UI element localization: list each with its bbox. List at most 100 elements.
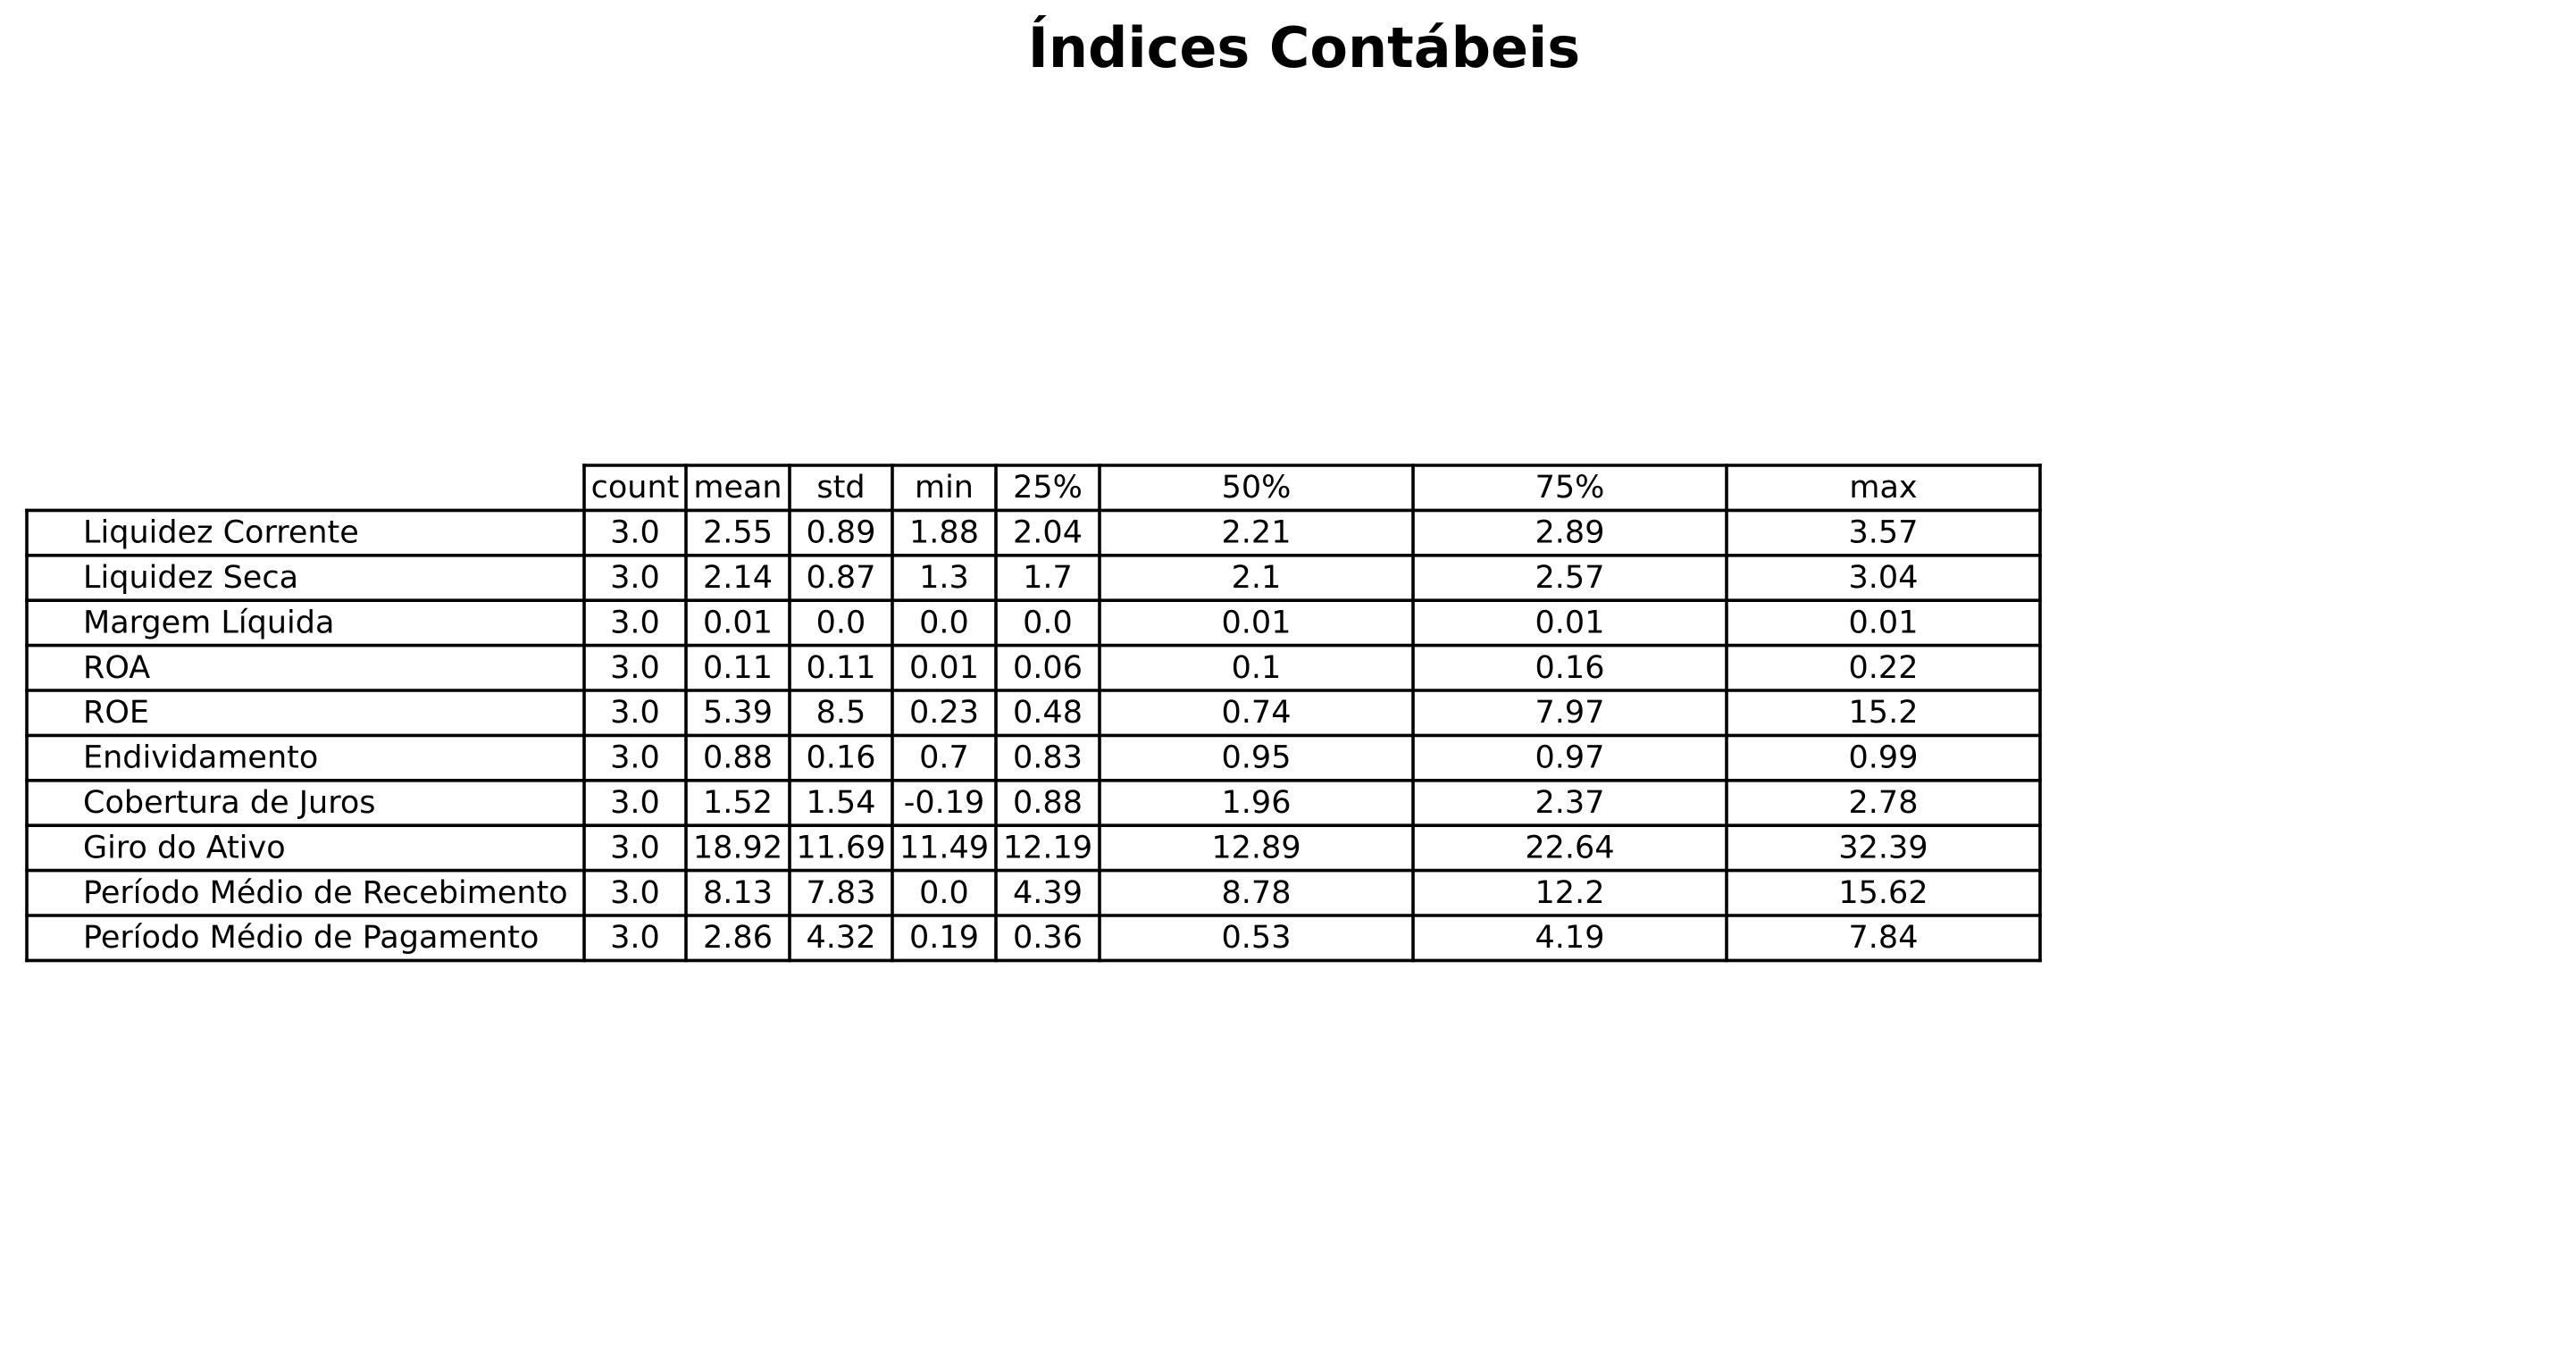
table-cell: 1.7	[1023, 560, 1073, 596]
table-cell: 1.3	[919, 560, 969, 596]
table-cell: 3.0	[610, 740, 660, 776]
table-cell: 0.88	[1013, 785, 1083, 821]
table-cell: 0.19	[909, 920, 979, 956]
table-cell: 12.19	[1003, 830, 1092, 865]
row-label: Liquidez Seca	[83, 560, 298, 596]
table-cell: 0.0	[919, 875, 969, 911]
chart-title: Índices Contábeis	[1027, 15, 1581, 80]
table-cell: 0.99	[1849, 740, 1919, 776]
table-cell: 0.1	[1232, 650, 1282, 686]
table-cell: 0.7	[919, 740, 969, 776]
table-cell: 15.62	[1838, 875, 1928, 911]
table-cell: 3.0	[610, 920, 660, 956]
table-cell: 0.74	[1222, 695, 1292, 731]
table-cell: 0.48	[1013, 695, 1083, 731]
table-cell: 0.97	[1535, 740, 1605, 776]
table-cell: 0.06	[1013, 650, 1083, 686]
table-cell: 11.49	[899, 830, 989, 865]
table-cell: 2.86	[703, 920, 773, 956]
table-cell: 0.11	[807, 650, 876, 686]
table-cell: 2.1	[1232, 560, 1282, 596]
row-label: ROE	[83, 695, 149, 731]
table-cell: 7.83	[807, 875, 876, 911]
table-cell: 3.0	[610, 695, 660, 731]
table-cell: 0.01	[1535, 605, 1605, 640]
table-cell: 0.53	[1222, 920, 1292, 956]
table-cell: 3.0	[610, 875, 660, 911]
column-header: count	[591, 470, 680, 506]
column-header: 25%	[1013, 470, 1083, 506]
table-cell: 2.55	[703, 515, 773, 551]
table-cell: 3.0	[610, 785, 660, 821]
column-header: max	[1849, 470, 1917, 506]
table-cell: 2.89	[1535, 515, 1605, 551]
table-cell: 5.39	[703, 695, 773, 731]
table-cell: 0.89	[807, 515, 876, 551]
row-label: Período Médio de Recebimento	[83, 875, 568, 911]
table-cell: 0.11	[703, 650, 773, 686]
table-cell: 8.78	[1222, 875, 1292, 911]
table-cell: 0.36	[1013, 920, 1083, 956]
table-cell: 2.04	[1013, 515, 1083, 551]
table-cell: 7.97	[1535, 695, 1605, 731]
table-cell: 0.23	[909, 695, 979, 731]
table-cell: 2.37	[1535, 785, 1605, 821]
row-label: Endividamento	[83, 740, 318, 776]
table-cell: 3.0	[610, 605, 660, 640]
row-label: Giro do Ativo	[83, 830, 286, 865]
table-cell: 4.19	[1535, 920, 1605, 956]
table-cell: 0.16	[807, 740, 876, 776]
table-cell: 18.92	[693, 830, 782, 865]
table-cell: 0.87	[807, 560, 876, 596]
table-cell: 3.0	[610, 560, 660, 596]
table-cell: 8.13	[703, 875, 773, 911]
table-cell: 1.54	[807, 785, 876, 821]
table-cell: 0.95	[1222, 740, 1292, 776]
row-label: Margem Líquida	[83, 605, 334, 640]
table-cell: 2.78	[1849, 785, 1919, 821]
table-cell: 1.96	[1222, 785, 1292, 821]
table-cell: 3.0	[610, 515, 660, 551]
column-header: 75%	[1535, 470, 1605, 506]
table-cell: 3.0	[610, 650, 660, 686]
table-cell: 0.01	[1849, 605, 1919, 640]
table-cell: 0.0	[816, 605, 866, 640]
table-cell: 0.01	[909, 650, 979, 686]
row-label: Cobertura de Juros	[83, 785, 376, 821]
table-cell: 22.64	[1525, 830, 1614, 865]
table-cell: 1.88	[909, 515, 979, 551]
row-label: ROA	[83, 650, 150, 686]
table-cell: 0.83	[1013, 740, 1083, 776]
table-cell: 0.01	[1222, 605, 1292, 640]
column-header: mean	[693, 470, 782, 506]
column-header: std	[816, 470, 865, 506]
table-cell: 2.14	[703, 560, 773, 596]
table-cell: 12.2	[1535, 875, 1605, 911]
table-cell: 15.2	[1849, 695, 1919, 731]
column-header: min	[915, 470, 974, 506]
table-cell: 4.39	[1013, 875, 1083, 911]
column-header: 50%	[1222, 470, 1292, 506]
table-cell: 3.04	[1849, 560, 1919, 596]
table-cell: 12.89	[1211, 830, 1301, 865]
table-cell: 2.21	[1222, 515, 1292, 551]
table-cell: 3.0	[610, 830, 660, 865]
table-cell: -0.19	[904, 785, 985, 821]
table-cell: 11.69	[796, 830, 885, 865]
table-cell: 0.22	[1849, 650, 1919, 686]
table-cell: 8.5	[816, 695, 866, 731]
row-label: Período Médio de Pagamento	[83, 920, 539, 956]
table-cell: 0.0	[919, 605, 969, 640]
table-cell: 32.39	[1838, 830, 1928, 865]
table-cell: 0.0	[1023, 605, 1073, 640]
table-cell: 2.57	[1535, 560, 1605, 596]
table-cell: 3.57	[1849, 515, 1919, 551]
table-cell: 1.52	[703, 785, 773, 821]
table-cell: 7.84	[1849, 920, 1919, 956]
table-cell: 0.88	[703, 740, 773, 776]
table-cell: 0.16	[1535, 650, 1605, 686]
table-cell: 0.01	[703, 605, 773, 640]
row-label: Liquidez Corrente	[83, 515, 359, 551]
table-cell: 4.32	[807, 920, 876, 956]
